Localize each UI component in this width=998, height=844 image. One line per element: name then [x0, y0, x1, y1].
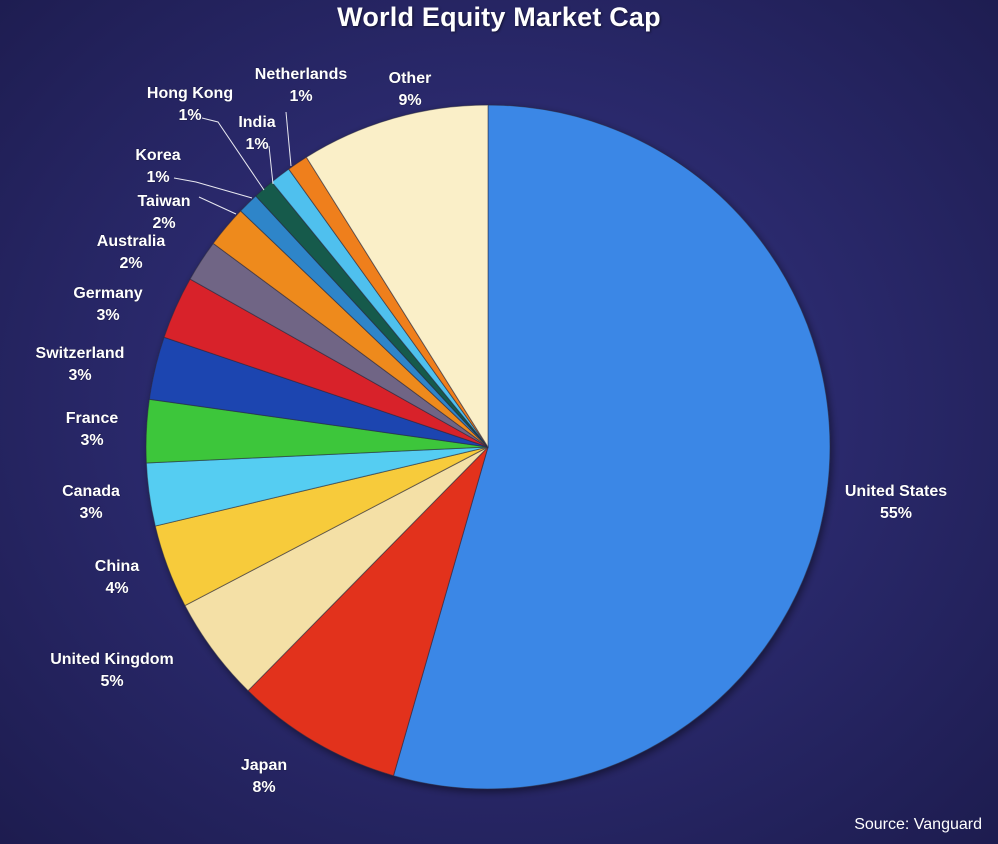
- leader-line-netherlands: [285, 111, 292, 167]
- leader-line-india: [268, 145, 274, 185]
- slice-label-name: Germany: [73, 285, 142, 302]
- slice-label-germany: Germany 3%: [73, 285, 142, 324]
- slice-label-name: Switzerland: [36, 345, 125, 362]
- slice-label-value: 1%: [146, 169, 169, 186]
- slice-label-name: Japan: [241, 757, 287, 774]
- slice-label-value: 2%: [119, 255, 142, 272]
- slice-label-value: 3%: [79, 505, 102, 522]
- slice-label-name: Taiwan: [137, 193, 190, 210]
- slice-label-value: 3%: [68, 367, 91, 384]
- slice-label-china: China 4%: [95, 558, 140, 597]
- slice-label-japan: Japan 8%: [241, 757, 287, 796]
- source-note: Source: Vanguard: [854, 816, 982, 833]
- slice-label-name: United Kingdom: [50, 651, 174, 668]
- slice-label-switzerland: Switzerland 3%: [36, 345, 125, 384]
- slice-label-value: 8%: [252, 779, 275, 796]
- slice-label-netherlands: Netherlands 1%: [255, 66, 348, 105]
- leader-line-korea: [173, 177, 253, 199]
- slice-other: [305, 104, 489, 449]
- slice-label-hong-kong: Hong Kong 1%: [147, 85, 233, 124]
- slice-label-united-kingdom: United Kingdom 5%: [50, 651, 174, 690]
- slice-label-value: 4%: [105, 580, 128, 597]
- slice-label-france: France 3%: [66, 410, 119, 449]
- slice-label-taiwan: Taiwan 2%: [137, 193, 190, 232]
- slice-label-value: 3%: [80, 432, 103, 449]
- slice-label-india: India 1%: [238, 114, 275, 153]
- chart-title: World Equity Market Cap: [337, 2, 661, 32]
- slice-label-value: 2%: [152, 215, 175, 232]
- slice-label-canada: Canada 3%: [62, 483, 120, 522]
- slice-united-states: [392, 104, 831, 790]
- slice-label-name: France: [66, 410, 119, 427]
- slice-label-name: United States: [845, 483, 947, 500]
- slice-label-value: 9%: [398, 92, 421, 109]
- slice-label-name: Other: [389, 70, 432, 87]
- slice-label-value: 1%: [178, 107, 201, 124]
- leader-line-hong-kong: [201, 117, 265, 191]
- slice-japan: [247, 446, 489, 777]
- slice-label-value: 3%: [96, 307, 119, 324]
- slice-label-australia: Australia 2%: [97, 233, 166, 272]
- slice-label-name: Canada: [62, 483, 120, 500]
- slice-label-name: India: [238, 114, 275, 131]
- pie-slices: [145, 104, 831, 790]
- slice-label-other: Other 9%: [389, 70, 432, 109]
- leader-lines: [173, 111, 292, 215]
- slice-labels: United States 55% Japan 8% United Kingdom 5% C…: [35, 66, 948, 797]
- slice-label-name: China: [95, 558, 140, 575]
- slice-label-name: Netherlands: [255, 66, 348, 83]
- slice-label-value: 55%: [880, 505, 912, 522]
- leader-line-taiwan: [198, 196, 237, 215]
- slice-label-value: 1%: [245, 136, 268, 153]
- slice-label-value: 1%: [289, 88, 312, 105]
- slice-label-united-states: United States 55%: [845, 483, 947, 522]
- slice-label-korea: Korea 1%: [135, 147, 180, 186]
- slice-label-name: Hong Kong: [147, 85, 233, 102]
- slice-label-name: Australia: [97, 233, 166, 250]
- slice-label-name: Korea: [135, 147, 180, 164]
- slice-label-value: 5%: [100, 673, 123, 690]
